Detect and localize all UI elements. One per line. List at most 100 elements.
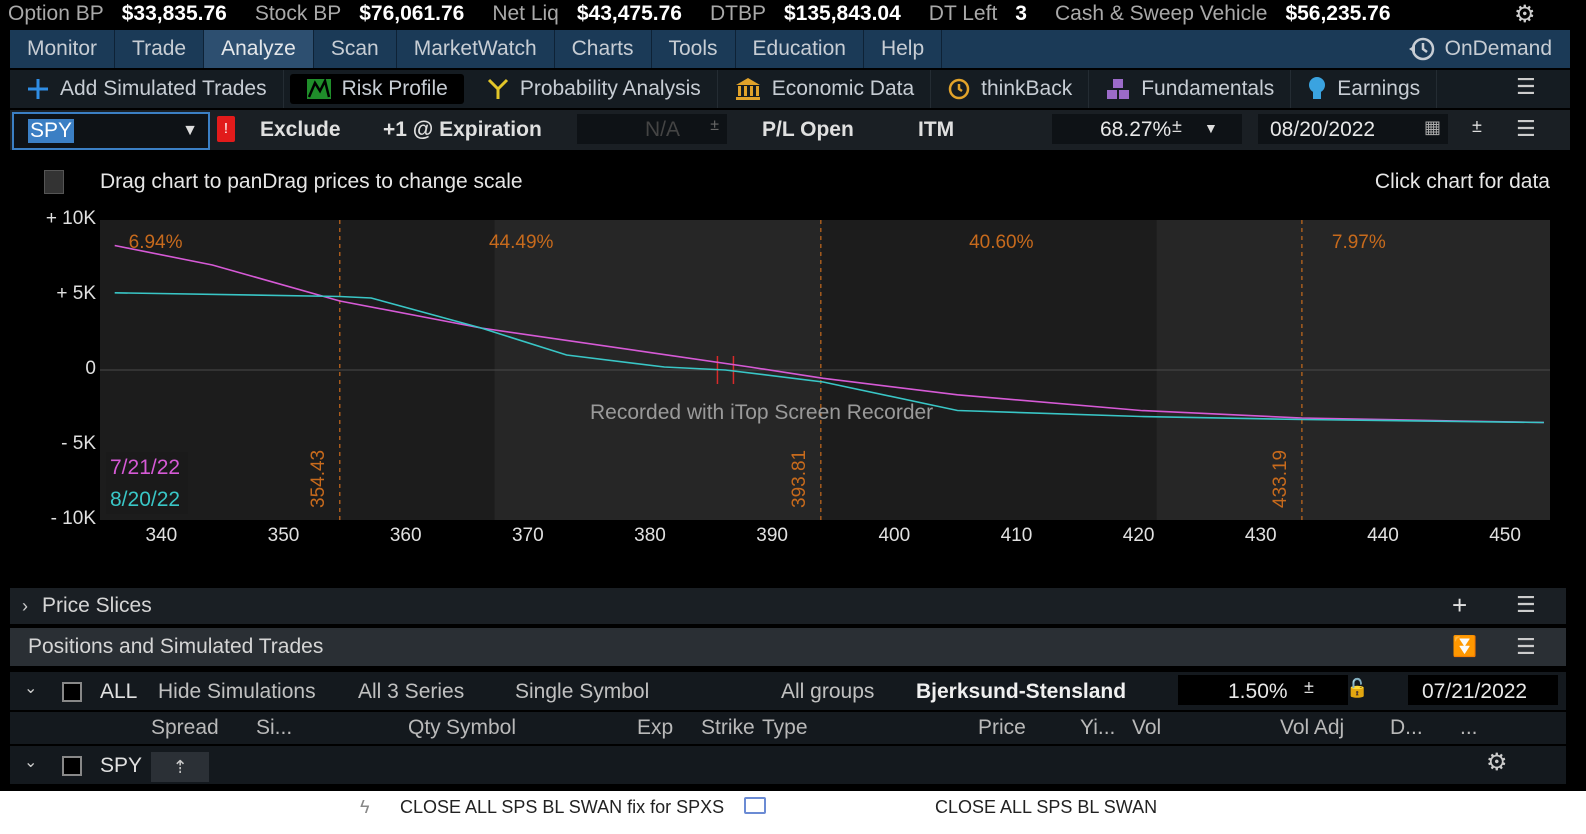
col-yield[interactable]: Yi...	[1080, 716, 1116, 739]
volatility-field[interactable]: 68.27% ± ▼	[1052, 114, 1242, 144]
controls-menu-icon[interactable]: ☰	[1516, 116, 1536, 141]
acct-net-liq[interactable]: Net Liq $43,475.76	[492, 2, 682, 25]
all-label: ALL	[100, 680, 138, 703]
y-tick-label: + 10K	[45, 208, 96, 229]
price-slices-menu-icon[interactable]: ☰	[1516, 592, 1536, 617]
groups-dropdown[interactable]: All groups	[781, 680, 875, 703]
ondemand-button[interactable]: OnDemand	[1407, 30, 1570, 68]
volatility-dropdown-icon[interactable]: ▼	[1204, 120, 1218, 136]
probability-label: 40.60%	[969, 232, 1034, 253]
breakeven-label: 393.81	[789, 450, 810, 508]
group-collapse-icon[interactable]: ⌄	[24, 754, 38, 771]
lightning-icon: ϟ	[360, 797, 370, 817]
tab-scan[interactable]: Scan	[314, 30, 397, 68]
col-spread[interactable]: Spread	[151, 716, 219, 739]
group-checkbox[interactable]	[62, 756, 82, 776]
economic-label: Economic Data	[771, 77, 915, 100]
series-line-1	[114, 244, 1544, 424]
bank-icon	[734, 76, 762, 102]
risk-profile-button[interactable]: Risk Profile	[289, 74, 464, 104]
lightbulb-icon	[1307, 76, 1327, 102]
col-symbol[interactable]: Symbol	[446, 716, 517, 739]
bottom-left-text[interactable]: CLOSE ALL SPS BL SWAN fix for SPXS	[400, 797, 725, 817]
col-side[interactable]: Si...	[256, 716, 293, 739]
volatility-value: 68.27%	[1100, 118, 1172, 141]
acct-stock-bp[interactable]: Stock BP $76,061.76	[254, 2, 465, 25]
price-slices-header[interactable]: › Price Slices + ☰	[10, 588, 1566, 624]
economic-data-button[interactable]: Economic Data	[718, 70, 932, 108]
x-tick-label: 390	[756, 525, 788, 546]
acct-cash-sweep[interactable]: Cash & Sweep Vehicle $56,235.76	[1054, 2, 1391, 25]
bottom-right-text[interactable]: CLOSE ALL SPS BL SWAN	[935, 797, 1158, 817]
date-stepper-icon[interactable]: ±	[1472, 116, 1482, 136]
volatility-stepper-icon[interactable]: ±	[1172, 116, 1182, 136]
hide-simulations-dropdown[interactable]: Hide Simulations	[158, 680, 316, 703]
filter-collapse-icon[interactable]: ⌄	[24, 680, 38, 697]
series-dropdown[interactable]: All 3 Series	[358, 680, 465, 703]
tab-analyze[interactable]: Analyze	[204, 30, 314, 68]
tab-help[interactable]: Help	[864, 30, 943, 68]
expand-chevron-icon[interactable]: ›	[22, 595, 28, 616]
col-price[interactable]: Price	[978, 716, 1026, 739]
add-simulated-trades-button[interactable]: Add Simulated Trades	[10, 70, 284, 108]
probability-label: 44.49%	[489, 232, 554, 253]
tab-marketwatch[interactable]: MarketWatch	[397, 30, 555, 68]
calendar-icon[interactable]: ▦	[1424, 117, 1442, 137]
col-vol-adj[interactable]: Vol Adj	[1280, 716, 1345, 739]
col-type[interactable]: Type	[762, 716, 808, 739]
col-delta[interactable]: D...	[1390, 716, 1423, 739]
toolbar-menu-icon[interactable]: ☰	[1516, 74, 1536, 99]
main-nav: Monitor Trade Analyze Scan MarketWatch C…	[10, 30, 1570, 68]
select-all-checkbox[interactable]	[62, 682, 82, 702]
taskbar-strip: ϟ CLOSE ALL SPS BL SWAN fix for SPXS CLO…	[0, 791, 1586, 834]
chart-settings-icon[interactable]	[44, 170, 64, 194]
rate-field[interactable]: 1.50% ±	[1178, 675, 1348, 705]
acct-option-bp[interactable]: Option BP $33,835.76	[8, 2, 227, 25]
tab-education[interactable]: Education	[736, 30, 864, 68]
row-settings-gear-icon[interactable]: ⚙	[1486, 749, 1508, 776]
risk-profile-chart[interactable]: 354.43 393.81 433.19 6.94% 44.49% 40.60% 7.97%…	[100, 220, 1550, 520]
positions-menu-icon[interactable]: ☰	[1516, 634, 1536, 659]
history-clock-icon	[947, 77, 971, 101]
probability-analysis-button[interactable]: Probability Analysis	[470, 70, 718, 108]
pl-open-dropdown[interactable]: P/L Open	[762, 118, 854, 141]
lock-icon[interactable]: 🔓	[1346, 678, 1369, 698]
scroll-top-button[interactable]: ⇡	[151, 752, 209, 782]
acct-dt-left[interactable]: DT Left 3	[928, 2, 1027, 25]
add-price-slice-icon[interactable]: +	[1452, 590, 1468, 620]
symbol-mode-dropdown[interactable]: Single Symbol	[515, 680, 650, 703]
collapse-all-icon[interactable]: ⏬	[1452, 636, 1477, 658]
x-tick-label: 440	[1367, 525, 1399, 546]
thinkback-button[interactable]: thinkBack	[931, 70, 1090, 108]
date-field[interactable]: 08/20/2022 ▦	[1258, 114, 1448, 144]
fundamentals-button[interactable]: Fundamentals	[1089, 70, 1292, 108]
col-strike[interactable]: Strike	[701, 716, 755, 739]
earnings-button[interactable]: Earnings	[1291, 70, 1438, 108]
col-more[interactable]: ...	[1460, 716, 1478, 739]
offset-field[interactable]: N/A ±	[577, 114, 727, 144]
x-tick-label: 450	[1489, 525, 1521, 546]
tab-charts[interactable]: Charts	[555, 30, 652, 68]
col-qty[interactable]: Qty	[408, 716, 441, 739]
offset-stepper-icon[interactable]: ±	[710, 117, 719, 134]
symbol-selector[interactable]: SPY ▼	[12, 112, 210, 150]
positions-filter-row: ⌄ ALL Hide Simulations All 3 Series Sing…	[10, 672, 1566, 710]
col-vol[interactable]: Vol	[1132, 716, 1162, 739]
col-exp[interactable]: Exp	[637, 716, 674, 739]
acct-dtbp[interactable]: DTBP $135,843.04	[709, 2, 901, 25]
series-line-2	[114, 292, 1544, 424]
symbol-dropdown-icon[interactable]: ▼	[182, 122, 198, 139]
tab-tools[interactable]: Tools	[652, 30, 736, 68]
itm-dropdown[interactable]: ITM	[918, 118, 955, 141]
alert-flag-icon[interactable]: !	[217, 116, 235, 142]
breakeven-label: 433.19	[1270, 450, 1291, 508]
positions-date-field[interactable]: 07/21/2022	[1408, 675, 1558, 705]
expiration-dropdown[interactable]: +1 @ Expiration	[383, 118, 542, 141]
exclude-dropdown[interactable]: Exclude	[260, 118, 341, 141]
rate-stepper-icon[interactable]: ±	[1304, 677, 1314, 697]
tab-monitor[interactable]: Monitor	[10, 30, 116, 68]
tab-trade[interactable]: Trade	[115, 30, 205, 68]
settings-gear-icon[interactable]: ⚙	[1514, 1, 1536, 28]
pricing-model-dropdown[interactable]: Bjerksund-Stensland	[916, 680, 1127, 703]
symbol-input[interactable]: SPY	[28, 119, 75, 143]
